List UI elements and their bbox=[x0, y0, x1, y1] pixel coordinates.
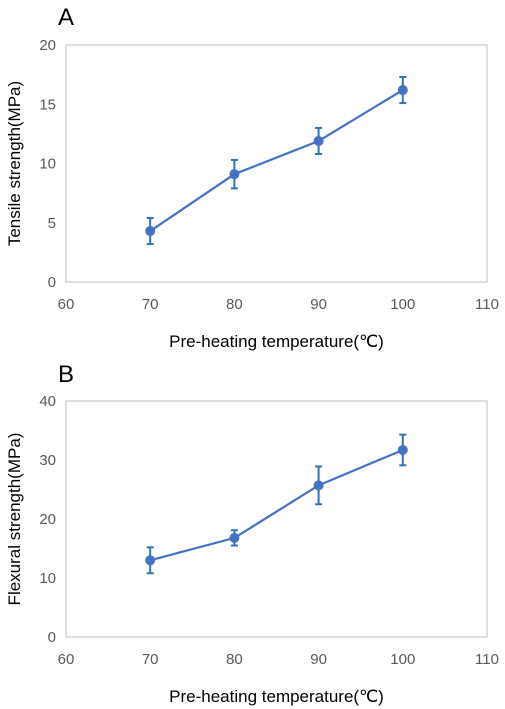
data-point bbox=[313, 480, 324, 491]
x-tick-label: 70 bbox=[142, 651, 159, 668]
data-point bbox=[229, 532, 240, 543]
x-tick-label: 110 bbox=[475, 651, 499, 668]
x-axis-title: Pre-heating temperature(℃) bbox=[169, 687, 384, 706]
y-tick-label: 40 bbox=[39, 393, 56, 410]
y-tick-label: 10 bbox=[39, 570, 56, 587]
panel-label: A bbox=[58, 4, 74, 31]
x-axis-title: Pre-heating temperature(℃) bbox=[169, 332, 384, 351]
series-line bbox=[149, 89, 404, 232]
y-tick-label: 0 bbox=[48, 274, 56, 291]
x-tick-label: 90 bbox=[310, 296, 327, 313]
plot-area-frame bbox=[65, 44, 488, 283]
y-tick-label: 0 bbox=[48, 629, 56, 646]
x-tick-label: 70 bbox=[142, 296, 159, 313]
y-tick-label: 20 bbox=[39, 37, 56, 54]
x-tick-label: 90 bbox=[310, 651, 327, 668]
x-tick-label: 60 bbox=[58, 651, 75, 668]
x-tick-label: 80 bbox=[226, 651, 243, 668]
x-tick-label: 100 bbox=[390, 296, 415, 313]
x-tick-label: 100 bbox=[390, 651, 415, 668]
chart-panel-b: B 0 10 20 30 40 60 70 80 90 100 110 Pre-heating temp… bbox=[5, 361, 499, 706]
x-tick-label: 110 bbox=[475, 296, 499, 313]
data-point bbox=[229, 169, 240, 180]
data-point bbox=[145, 226, 156, 237]
data-point bbox=[397, 444, 408, 455]
plot-area-frame bbox=[65, 400, 488, 638]
x-tick-label: 60 bbox=[58, 296, 75, 313]
data-point bbox=[313, 135, 324, 146]
y-axis-title: Flexural strength(MPa) bbox=[5, 433, 24, 606]
data-point bbox=[145, 555, 156, 566]
chart-panel-a: A 0 5 10 15 20 60 70 80 90 100 110 Pre-heating tempe… bbox=[5, 4, 499, 351]
y-axis-title: Tensile strength(MPa) bbox=[5, 81, 24, 246]
y-tick-label: 20 bbox=[39, 511, 56, 528]
panel-label: B bbox=[58, 361, 74, 388]
x-tick-label: 80 bbox=[226, 296, 243, 313]
series-line bbox=[149, 448, 404, 562]
y-tick-label: 30 bbox=[39, 452, 56, 469]
y-tick-label: 15 bbox=[39, 96, 56, 113]
y-tick-label: 5 bbox=[48, 215, 56, 232]
data-point bbox=[397, 85, 408, 96]
y-tick-label: 10 bbox=[39, 156, 56, 173]
